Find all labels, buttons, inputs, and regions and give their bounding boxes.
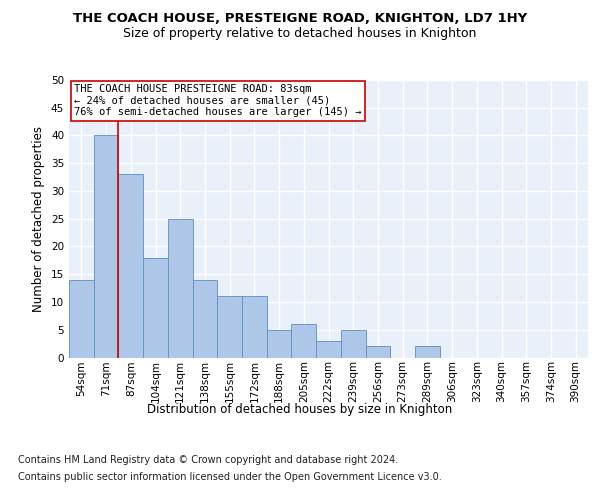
Bar [143,258,168,358]
Text: Contains HM Land Registry data © Crown copyright and database right 2024.: Contains HM Land Registry data © Crown c… [18,455,398,465]
Text: Distribution of detached houses by size in Knighton: Distribution of detached houses by size … [148,402,452,415]
Bar [415,346,440,358]
Text: Contains public sector information licensed under the Open Government Licence v3: Contains public sector information licen… [18,472,442,482]
Bar [242,296,267,358]
Bar [292,324,316,358]
Y-axis label: Number of detached properties: Number of detached properties [32,126,46,312]
Bar [316,341,341,357]
Bar [118,174,143,358]
Bar [217,296,242,358]
Bar [341,330,365,357]
Bar [94,136,118,358]
Text: Size of property relative to detached houses in Knighton: Size of property relative to detached ho… [124,28,476,40]
Bar [69,280,94,357]
Bar [168,219,193,358]
Text: THE COACH HOUSE PRESTEIGNE ROAD: 83sqm
← 24% of detached houses are smaller (45): THE COACH HOUSE PRESTEIGNE ROAD: 83sqm ←… [74,84,362,117]
Bar [193,280,217,357]
Text: THE COACH HOUSE, PRESTEIGNE ROAD, KNIGHTON, LD7 1HY: THE COACH HOUSE, PRESTEIGNE ROAD, KNIGHT… [73,12,527,26]
Bar [365,346,390,358]
Bar [267,330,292,357]
